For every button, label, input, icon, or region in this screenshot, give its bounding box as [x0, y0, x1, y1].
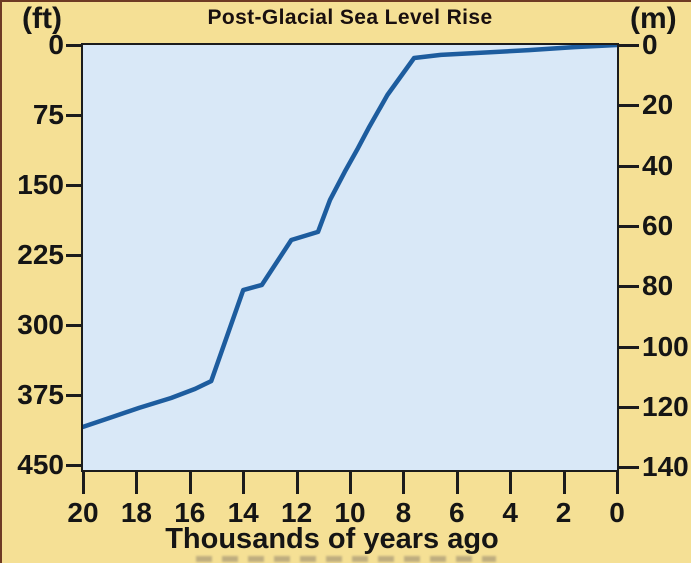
x-tick-label: 0	[609, 497, 625, 528]
y-right-tick-label: 20	[642, 89, 674, 121]
chart-title: Post-Glacial Sea Level Rise	[207, 6, 493, 29]
x-tick-label: 18	[120, 497, 152, 528]
y-right-tick	[617, 44, 639, 47]
x-tick	[402, 470, 406, 494]
y-left-tick	[66, 254, 83, 257]
sea-level-plot-svg	[83, 45, 617, 430]
y-right-tick-label: 40	[642, 149, 674, 181]
y-left-tick	[66, 394, 83, 397]
y-left-tick	[66, 44, 83, 47]
y-right-tick-label: 100	[642, 330, 689, 362]
left-axis-unit-label: (ft)	[22, 2, 62, 35]
x-tick-label: 20	[67, 497, 99, 528]
y-right-tick	[617, 285, 639, 289]
x-axis-title: Thousands of years ago	[165, 523, 499, 555]
frame-border-top	[0, 0, 691, 2]
y-left-tick-label: 375	[17, 379, 64, 410]
y-right-tick	[617, 164, 639, 168]
x-tick	[188, 470, 192, 494]
y-right-tick-label: 0	[642, 29, 658, 60]
x-tick-label: 6	[449, 497, 465, 528]
sea-level-line	[83, 45, 617, 430]
x-tick	[295, 470, 299, 494]
y-left-tick-label: 225	[17, 239, 64, 270]
y-left-tick	[66, 324, 83, 327]
cropped-attribution-smudge	[196, 556, 496, 562]
y-left-tick-label: 0	[48, 29, 64, 60]
y-right-tick	[617, 345, 639, 349]
y-left-tick-label: 150	[17, 169, 64, 200]
x-tick	[616, 470, 619, 494]
x-tick	[509, 470, 513, 494]
x-tick-label: 4	[502, 497, 518, 528]
y-left-tick-label: 300	[17, 309, 64, 340]
y-right-tick-label: 80	[642, 270, 674, 302]
x-tick	[562, 470, 566, 494]
y-left-tick	[66, 464, 83, 467]
frame-border-left	[0, 0, 2, 563]
x-tick	[455, 470, 459, 494]
x-tick	[242, 470, 246, 494]
x-tick-label: 2	[555, 497, 572, 528]
y-right-tick-label: 60	[642, 209, 674, 241]
plot-area	[81, 43, 619, 472]
y-right-tick	[617, 104, 639, 108]
y-left-tick	[66, 114, 83, 117]
y-right-tick-label: 140	[642, 451, 689, 483]
right-axis-unit-label: (m)	[630, 2, 677, 35]
x-tick	[135, 470, 139, 494]
y-right-tick	[617, 224, 639, 228]
x-tick-label: 16	[174, 497, 206, 528]
y-left-tick-label: 75	[32, 99, 64, 130]
y-right-tick	[617, 405, 639, 409]
x-tick	[349, 470, 352, 494]
x-tick-label: 12	[281, 497, 313, 528]
x-tick-label: 14	[227, 497, 259, 528]
y-right-tick	[617, 466, 639, 470]
x-tick	[82, 470, 85, 494]
y-right-tick-label: 120	[642, 390, 689, 422]
x-tick-label: 10	[334, 497, 366, 528]
y-left-tick-label: 450	[17, 449, 64, 480]
y-left-tick	[66, 184, 83, 187]
x-tick-label: 8	[395, 497, 412, 528]
